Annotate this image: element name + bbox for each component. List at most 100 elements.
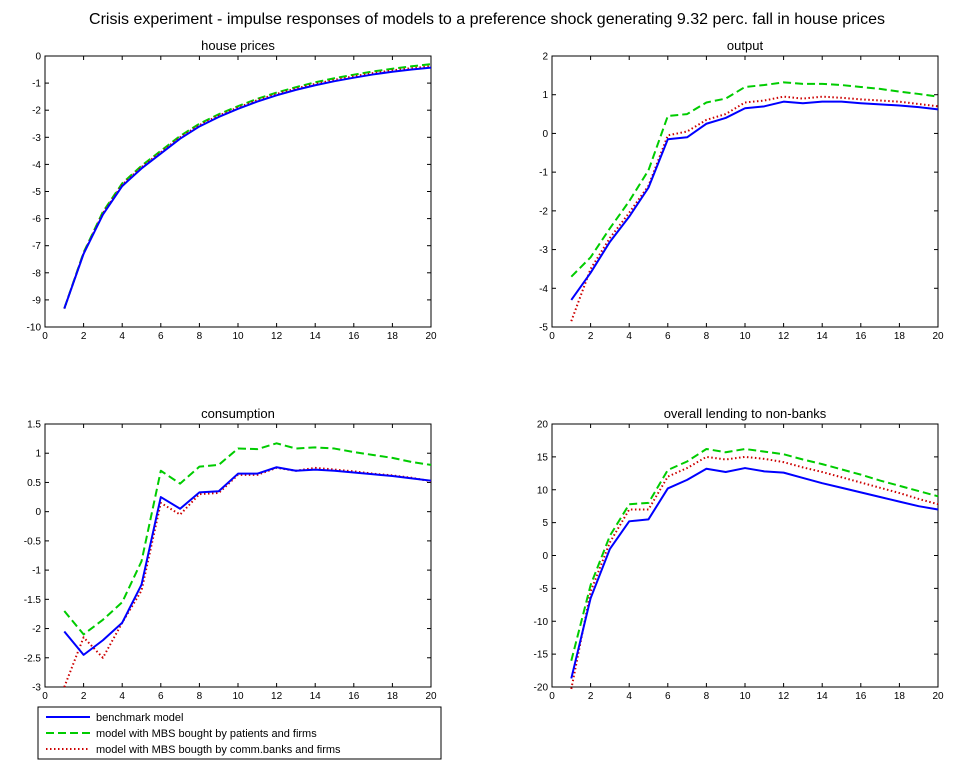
x-tick-label: 0 (42, 691, 48, 702)
x-tick-label: 16 (855, 331, 867, 342)
x-tick-label: 10 (232, 331, 244, 342)
legend-label-1: benchmark model (96, 712, 183, 724)
x-tick-label: 10 (739, 331, 751, 342)
x-tick-label: 14 (310, 691, 322, 702)
y-tick-label: -2.5 (24, 653, 42, 664)
x-tick-label: 10 (232, 691, 244, 702)
y-tick-label: -3 (32, 683, 41, 694)
plot-frame (551, 423, 939, 688)
y-tick-label: -15 (534, 650, 549, 661)
x-tick-label: 14 (310, 331, 322, 342)
y-tick-label: 0 (35, 52, 41, 63)
x-tick-label: 8 (197, 691, 203, 702)
x-tick-label: 8 (704, 331, 710, 342)
y-tick-label: -1.5 (24, 595, 42, 606)
x-tick-label: 4 (626, 331, 632, 342)
x-tick-label: 8 (704, 691, 710, 702)
legend-box (37, 706, 442, 760)
x-tick-label: 12 (778, 691, 790, 702)
y-tick-label: 0.5 (27, 478, 41, 489)
x-tick-label: 4 (626, 691, 632, 702)
x-tick-label: 6 (158, 691, 164, 702)
subplot-title: consumption (201, 406, 275, 421)
y-tick-label: 0 (35, 507, 41, 518)
x-tick-label: 2 (588, 691, 594, 702)
x-tick-label: 2 (81, 331, 87, 342)
y-tick-label: 1 (35, 449, 41, 460)
y-tick-label: -5 (539, 584, 548, 595)
y-tick-label: 10 (537, 485, 549, 496)
x-tick-label: 20 (932, 691, 944, 702)
y-tick-label: 15 (537, 452, 549, 463)
y-tick-label: -5 (32, 187, 41, 198)
y-tick-label: -4 (539, 284, 548, 295)
x-tick-label: 4 (119, 331, 125, 342)
y-tick-label: -1 (539, 168, 548, 179)
x-tick-label: 20 (932, 331, 944, 342)
x-tick-label: 0 (549, 331, 555, 342)
x-tick-label: 12 (778, 331, 790, 342)
subplot-title: output (727, 38, 764, 53)
x-tick-label: 4 (119, 691, 125, 702)
y-tick-label: -1 (32, 566, 41, 577)
y-tick-label: 1.5 (27, 420, 41, 431)
legend-label-2: model with MBS bought by patients and fi… (96, 728, 317, 740)
series-line-1 (63, 466, 432, 656)
legend-label-3: model with MBS bougth by comm.banks and … (96, 744, 341, 756)
y-tick-label: 20 (537, 420, 549, 431)
subplot-4: overall lending to non-banks 0 2 4 6 8 10 12 14 1… (534, 406, 944, 702)
y-tick-label: -8 (32, 268, 41, 279)
y-tick-label: -0.5 (24, 536, 42, 547)
x-tick-label: 16 (348, 691, 360, 702)
series-line-3 (570, 95, 939, 322)
x-tick-label: 20 (425, 691, 437, 702)
x-tick-label: 6 (665, 691, 671, 702)
y-tick-label: -2 (32, 106, 41, 117)
y-tick-label: -4 (32, 160, 41, 171)
x-tick-label: 10 (739, 691, 751, 702)
x-tick-label: 18 (387, 691, 399, 702)
series-line-2 (570, 81, 939, 278)
y-tick-label: 0 (542, 551, 548, 562)
x-tick-label: 6 (665, 331, 671, 342)
series-line-2 (63, 63, 432, 309)
y-tick-label: 0 (542, 129, 548, 140)
x-tick-label: 16 (855, 691, 867, 702)
y-tick-label: -10 (27, 323, 42, 334)
x-tick-label: 14 (817, 331, 829, 342)
legend: benchmark model model with MBS bought by … (37, 706, 442, 760)
y-tick-label: -2 (32, 624, 41, 635)
y-tick-label: -7 (32, 241, 41, 252)
x-tick-label: 20 (425, 331, 437, 342)
plot-frame (551, 55, 939, 328)
y-tick-label: -3 (32, 133, 41, 144)
plot-frame (44, 423, 432, 688)
x-tick-label: 6 (158, 331, 164, 342)
series-line-1 (570, 467, 939, 679)
subplot-title: house prices (201, 38, 275, 53)
y-tick-label: -6 (32, 214, 41, 225)
y-tick-label: -20 (534, 683, 549, 694)
x-tick-label: 18 (894, 691, 906, 702)
subplot-title: overall lending to non-banks (664, 406, 827, 421)
plot-frame (44, 55, 432, 328)
x-tick-label: 0 (549, 691, 555, 702)
series-line-1 (63, 66, 432, 309)
x-tick-label: 12 (271, 691, 283, 702)
x-tick-label: 18 (387, 331, 399, 342)
y-tick-label: -3 (539, 245, 548, 256)
y-tick-label: -10 (534, 617, 549, 628)
y-tick-label: 2 (542, 52, 548, 63)
y-tick-label: 5 (542, 518, 548, 529)
x-tick-label: 16 (348, 331, 360, 342)
x-tick-label: 14 (817, 691, 829, 702)
x-tick-label: 2 (588, 331, 594, 342)
y-tick-label: -5 (539, 323, 548, 334)
figure-title: Crisis experiment - impulse responses of… (89, 11, 885, 28)
x-tick-label: 18 (894, 331, 906, 342)
